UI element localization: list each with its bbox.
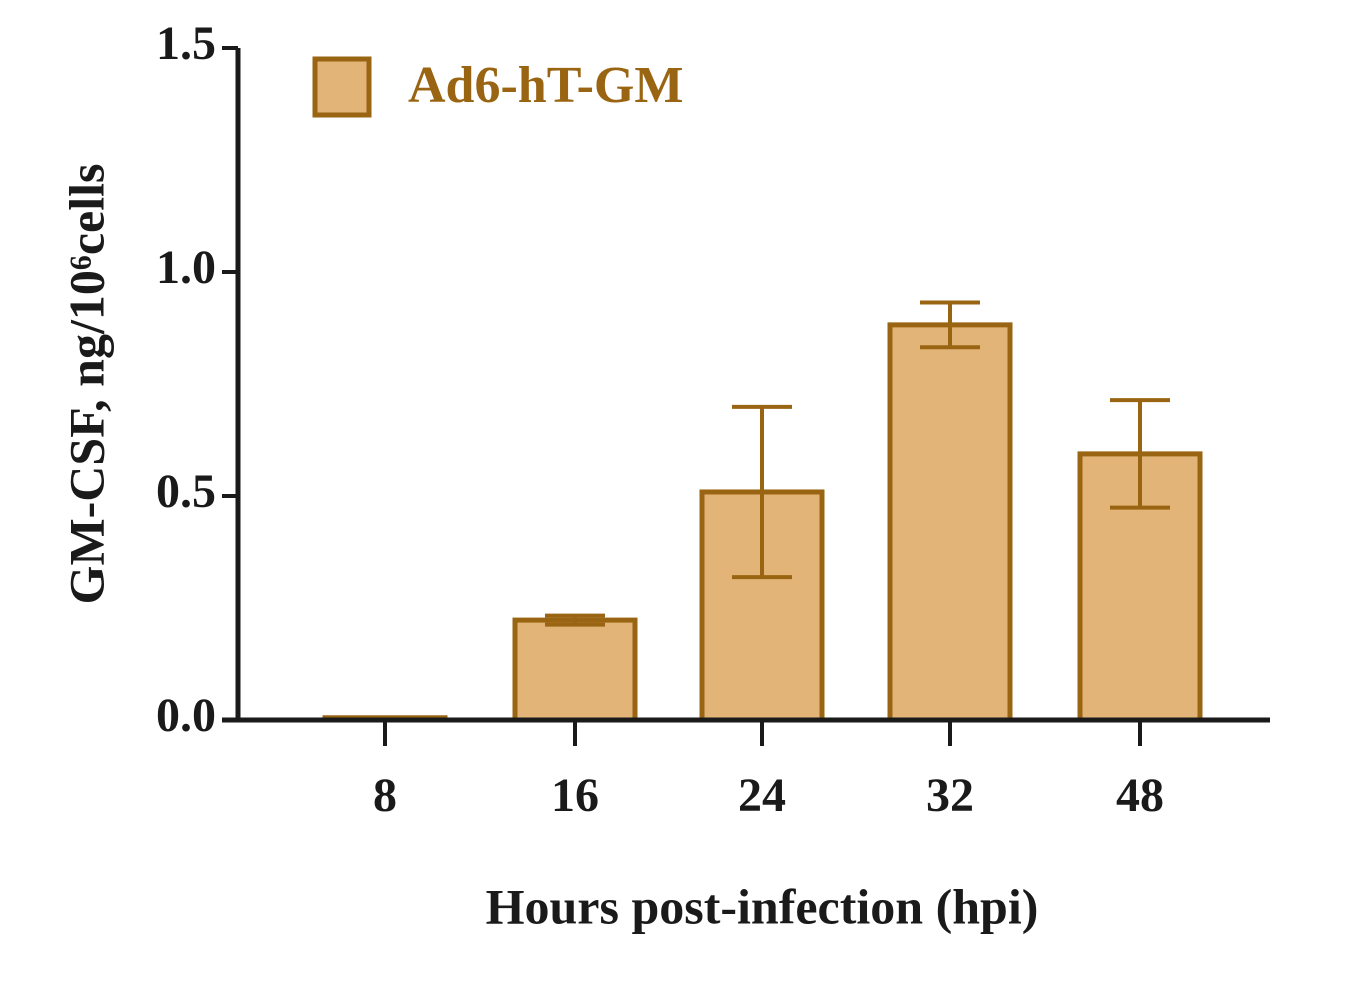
y-tick-label: 0.0: [156, 689, 216, 742]
x-tick-label: 16: [551, 769, 599, 822]
x-tick-label: 24: [738, 769, 786, 822]
error-bar: [1110, 398, 1170, 510]
x-axis-label: Hours post-infection (hpi): [486, 878, 1039, 934]
error-bar: [732, 404, 792, 580]
legend-label: Ad6-hT-GM: [408, 57, 683, 114]
x-tick-label: 48: [1116, 769, 1164, 822]
bar: [887, 322, 1013, 723]
y-tick-label: 1.5: [156, 17, 216, 70]
y-tick-label: 0.5: [156, 465, 216, 518]
x-tick-label: 32: [926, 769, 974, 822]
error-bar: [545, 613, 605, 627]
legend-swatch: [312, 56, 372, 118]
y-axis-label: GM-CSF, ng/10⁶cells: [58, 164, 114, 605]
error-bar: [920, 300, 980, 350]
y-tick-label: 1.0: [156, 241, 216, 294]
x-tick-label: 8: [373, 769, 397, 822]
bar: [512, 617, 638, 723]
